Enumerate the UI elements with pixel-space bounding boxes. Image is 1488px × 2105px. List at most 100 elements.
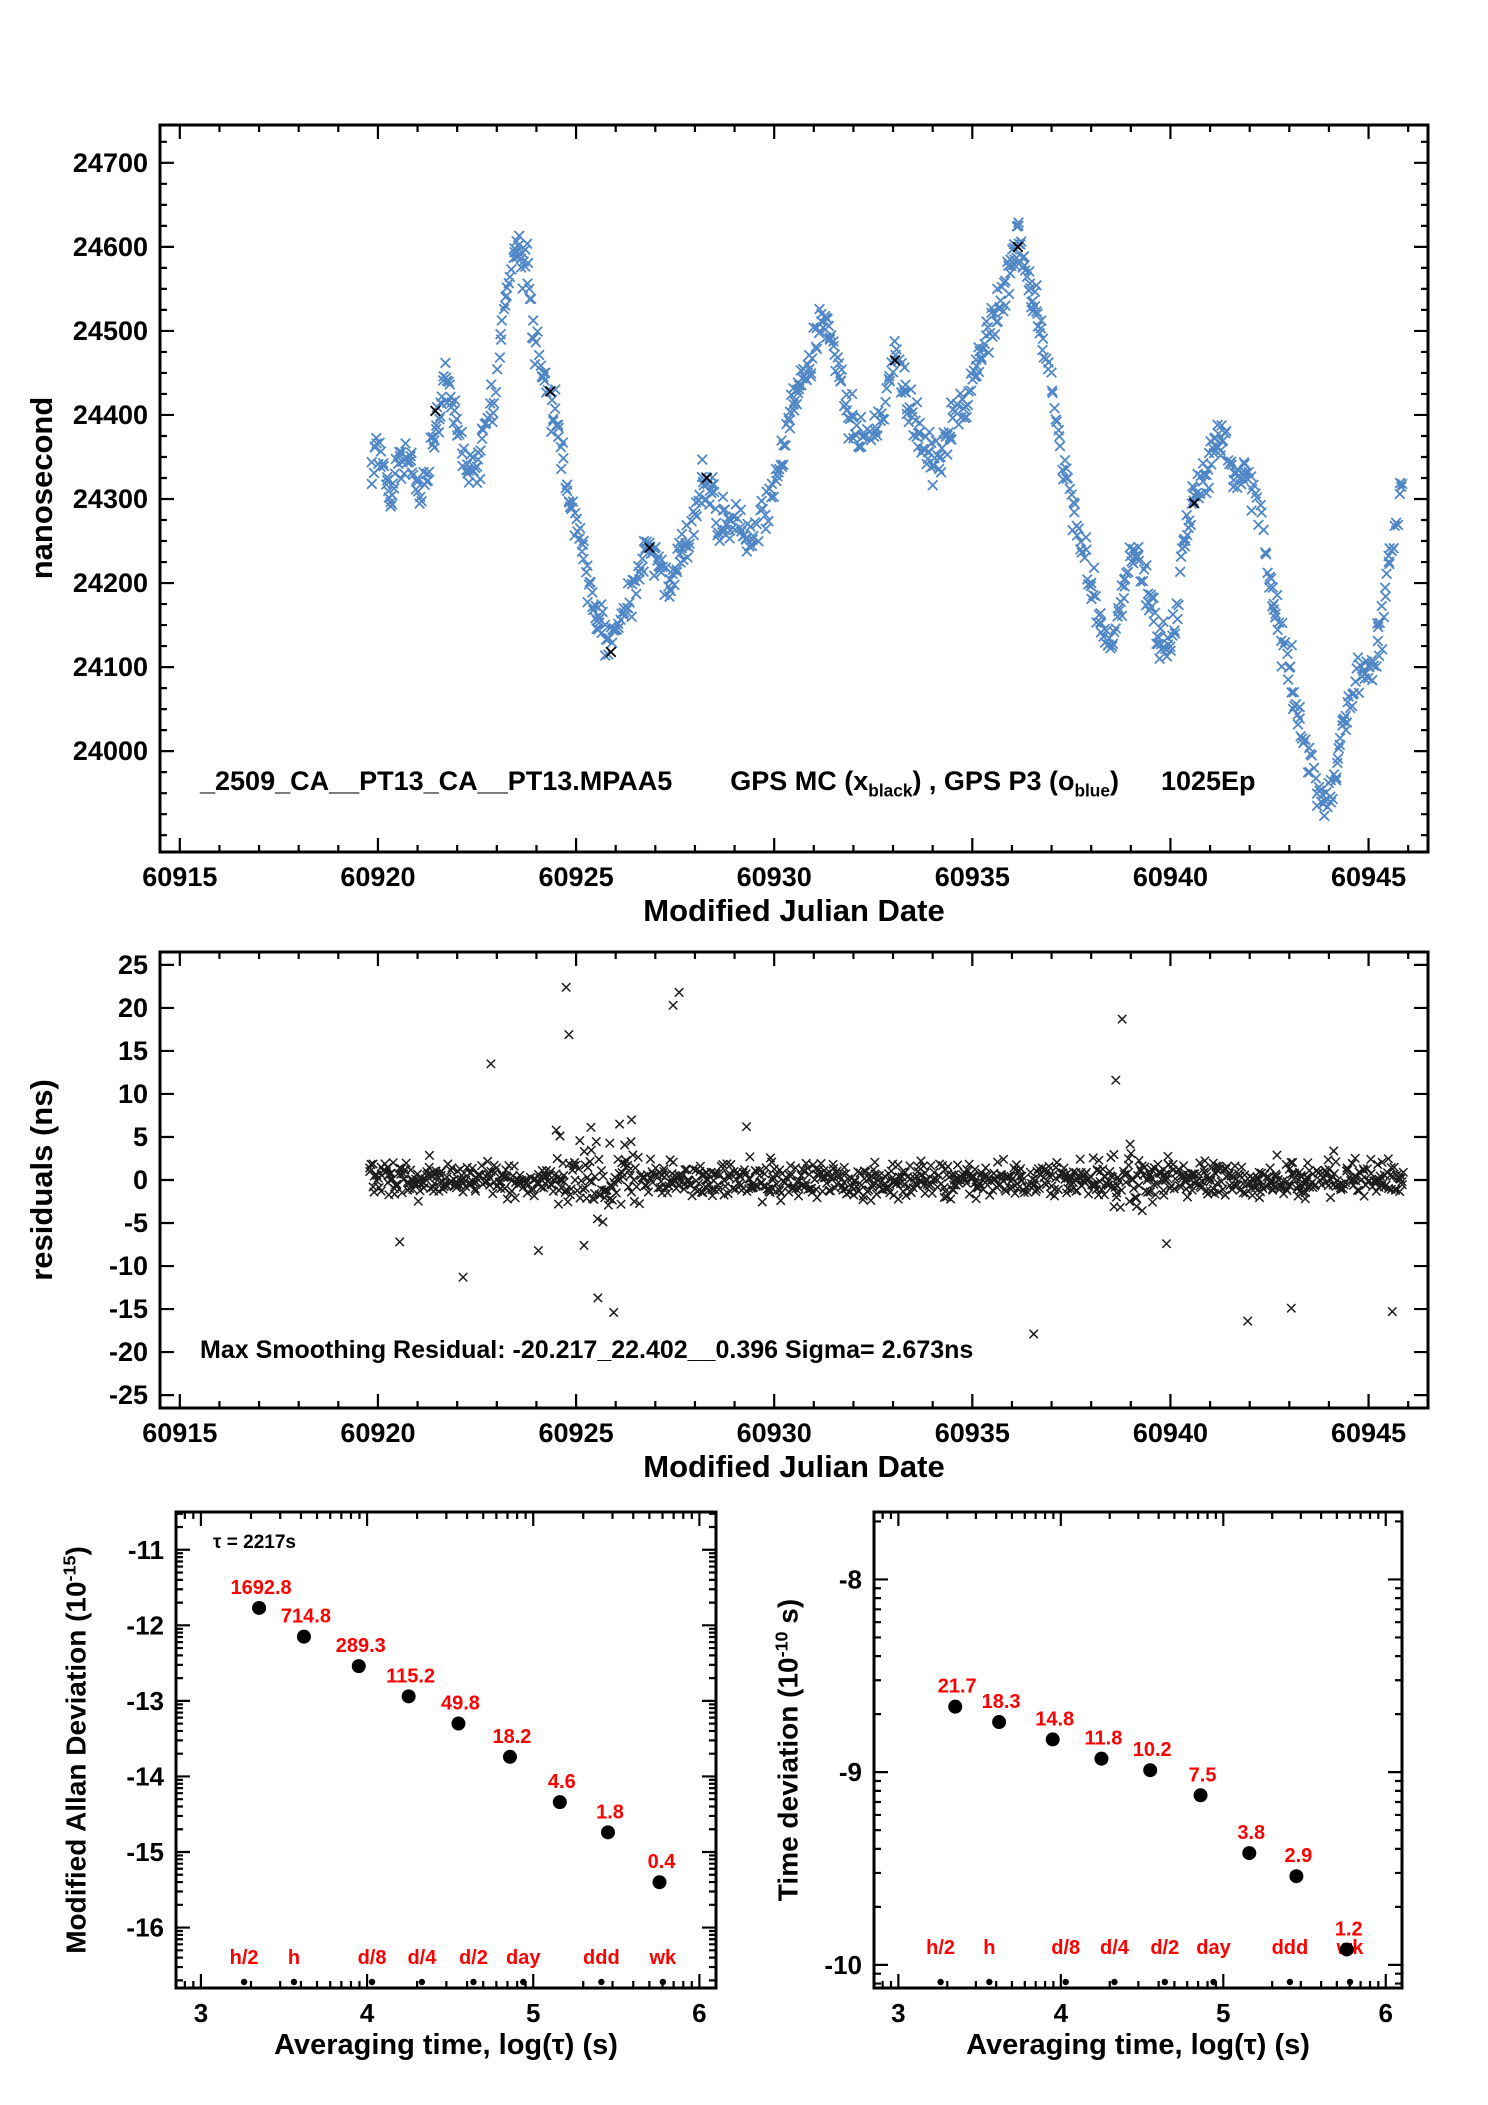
tdev-value-label: 18.3 xyxy=(982,1691,1021,1713)
resid-xtick-label: 60925 xyxy=(539,1418,614,1448)
mdev-ytick-label: -12 xyxy=(126,1610,164,1640)
tau-annotation: τ = 2217s xyxy=(213,1532,296,1553)
mdev-value-label: 289.3 xyxy=(336,1635,386,1657)
mdev-tau-marker xyxy=(470,1978,477,1986)
top-panel-xlabel: Modified Julian Date xyxy=(643,893,945,928)
mdev-ylabel-exponent: -15 xyxy=(59,1555,80,1582)
resid-ytick-label: 0 xyxy=(133,1165,148,1195)
mdev-point xyxy=(451,1716,466,1731)
tdev-point xyxy=(1193,1788,1208,1803)
resid-xtick-label: 60920 xyxy=(340,1418,415,1448)
tdev-ylabel-main: Time deviation (10 xyxy=(772,1657,804,1902)
mdev-xtick-label: 3 xyxy=(194,1998,208,2028)
mdev-point xyxy=(351,1659,366,1674)
mdev-tau-marker xyxy=(659,1978,667,1986)
mdev-tau-label: day xyxy=(506,1947,541,1969)
phase-ytick-label: 24000 xyxy=(73,736,148,766)
phase-xtick-label: 60925 xyxy=(539,862,614,892)
resid-ytick-label: 20 xyxy=(118,993,148,1023)
resid-xtick-label: 60915 xyxy=(142,1418,217,1448)
phase-xtick-label: 60940 xyxy=(1133,862,1208,892)
tdev-xlabel: Averaging time, log(τ) (s) xyxy=(966,2029,1310,2061)
mdev-tau-label: wk xyxy=(648,1947,677,1969)
tdev-point xyxy=(992,1715,1007,1730)
mdev-ylabel-main: Modified Allan Deviation (10 xyxy=(60,1581,92,1954)
mdev-value-label: 1692.8 xyxy=(230,1577,291,1599)
tdev-xtick-label: 6 xyxy=(1379,1998,1393,2028)
gps-p3-scatter xyxy=(366,217,1408,822)
resid-xtick-label: 60940 xyxy=(1133,1418,1208,1448)
tdev-value-label: 11.8 xyxy=(1085,1728,1123,1750)
resid-ytick-label: -15 xyxy=(109,1294,148,1324)
tdev-tau-label: h xyxy=(983,1937,995,1959)
resid-ytick-label: 25 xyxy=(118,950,148,980)
resid-ytick-label: 15 xyxy=(118,1036,148,1066)
tdev-value-label: 2.9 xyxy=(1284,1845,1312,1867)
mdev-xtick-label: 4 xyxy=(360,1998,375,2028)
tdev-tau-marker xyxy=(986,1978,993,1986)
mdev-tau-marker xyxy=(598,1978,605,1986)
mdev-point xyxy=(552,1795,567,1810)
tdev-ylabel: Time deviation (10-10 s) xyxy=(771,1599,804,1901)
tdev-point xyxy=(948,1699,963,1714)
mdev-ytick-label: -15 xyxy=(126,1837,164,1867)
legend-text: GPS MC (xblack) , GPS P3 (oblue) xyxy=(730,766,1119,800)
phase-ytick-label: 24200 xyxy=(73,568,148,598)
mdev-point xyxy=(252,1600,267,1615)
legend-p3-sub: blue xyxy=(1074,780,1110,801)
mdev-ylabel-close: ) xyxy=(60,1546,92,1556)
resid-ytick-label: -25 xyxy=(109,1380,148,1410)
mdev-tau-marker xyxy=(290,1978,298,1986)
tdev-xtick-label: 4 xyxy=(1054,1998,1069,2028)
phase-xtick-label: 60945 xyxy=(1331,862,1406,892)
tdev-xtick-label: 3 xyxy=(891,1998,905,2028)
tdev-ytick-label: -10 xyxy=(824,1950,862,1980)
mdev-tau-label: h/2 xyxy=(230,1947,259,1969)
mdev-ytick-label: -11 xyxy=(128,1535,164,1565)
tdev-tau-marker xyxy=(1062,1978,1069,1986)
tdev-point xyxy=(1242,1846,1257,1861)
mdev-value-label: 49.8 xyxy=(441,1693,480,1715)
tdev-tau-label: day xyxy=(1196,1937,1231,1959)
phase-ticks xyxy=(160,125,1428,852)
phase-xtick-label: 60915 xyxy=(142,862,217,892)
mdev-ytick-label: -13 xyxy=(126,1686,164,1716)
tdev-ylabel-close: s) xyxy=(772,1598,804,1632)
legend-close-text: ) xyxy=(1109,766,1119,796)
tdev-point xyxy=(1289,1869,1304,1884)
tdev-tau-label: d/2 xyxy=(1150,1937,1179,1959)
tdev-value-label: 1.2 xyxy=(1335,1918,1363,1940)
tdev-ticks xyxy=(874,1512,1402,1988)
phase-xtick-label: 60920 xyxy=(340,862,415,892)
mdev-tau-label: h xyxy=(288,1947,300,1969)
resid-ytick-label: -5 xyxy=(124,1208,148,1238)
phase-ytick-label: 24500 xyxy=(73,316,148,346)
resid-ytick-label: 5 xyxy=(133,1122,148,1152)
resid-xtick-label: 60935 xyxy=(935,1418,1010,1448)
tdev-value-label: 10.2 xyxy=(1133,1739,1172,1761)
tdev-tau-label: ddd xyxy=(1272,1937,1309,1959)
phase-ytick-label: 24700 xyxy=(73,148,148,178)
residuals-panel-ylabel: residuals (ns) xyxy=(24,1079,59,1281)
mdev-tau-marker xyxy=(240,1978,248,1986)
legend-mc-text: GPS MC (x xyxy=(730,766,869,796)
mdev-value-label: 4.6 xyxy=(548,1771,576,1793)
resid-xtick-label: 60945 xyxy=(1331,1418,1406,1448)
tdev-tau-marker xyxy=(1286,1978,1294,1986)
mdev-value-label: 115.2 xyxy=(386,1665,435,1687)
phase-xtick-label: 60935 xyxy=(935,862,1010,892)
resid-ytick-label: -10 xyxy=(109,1251,148,1281)
legend-mc-sub: black xyxy=(868,780,913,801)
phase-ytick-label: 24400 xyxy=(73,400,148,430)
tdev-tau-marker xyxy=(1161,1978,1169,1986)
tdev-value-label: 21.7 xyxy=(938,1676,977,1698)
tdev-point xyxy=(1094,1751,1109,1766)
mdev-point xyxy=(652,1875,667,1890)
mdev-ticks xyxy=(176,1512,716,1988)
tdev-tau-marker xyxy=(1111,1978,1118,1986)
mdev-tau-label: d/8 xyxy=(358,1947,387,1969)
epoch-count: 1025Ep xyxy=(1160,766,1256,796)
tdev-tau-label: d/4 xyxy=(1100,1937,1130,1959)
